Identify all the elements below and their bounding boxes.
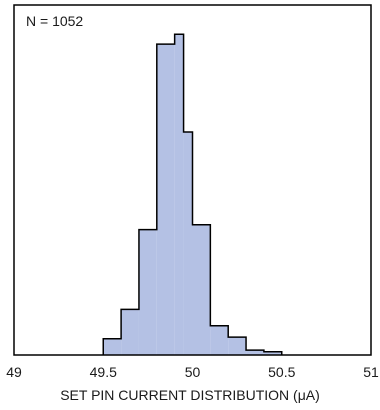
x-axis-title: SET PIN CURRENT DISTRIBUTION (μA) (60, 387, 320, 403)
histogram-bin (103, 338, 122, 355)
x-tick-label: 50.5 (268, 364, 295, 380)
histogram-bin (192, 224, 211, 355)
histogram-bin (246, 350, 264, 355)
histogram-outline (102, 33, 283, 355)
histogram-bars (102, 33, 283, 356)
histogram-bin (121, 309, 139, 355)
x-ticks: 49 49.5 50 50.5 51 (6, 364, 379, 380)
x-tick-label: 51 (363, 364, 379, 380)
x-tick-label: 50 (185, 364, 201, 380)
histogram-bin (156, 44, 175, 356)
histogram-bin (210, 325, 229, 355)
sample-count-annotation: N = 1052 (26, 13, 83, 29)
histogram-bin (138, 229, 157, 355)
histogram-bin (228, 337, 247, 355)
histogram-bin (174, 34, 184, 355)
histogram-bin (263, 351, 282, 355)
histogram-bin (183, 131, 193, 355)
x-tick-label: 49.5 (90, 364, 117, 380)
x-tick-label: 49 (6, 364, 22, 380)
plot-frame (13, 4, 372, 356)
